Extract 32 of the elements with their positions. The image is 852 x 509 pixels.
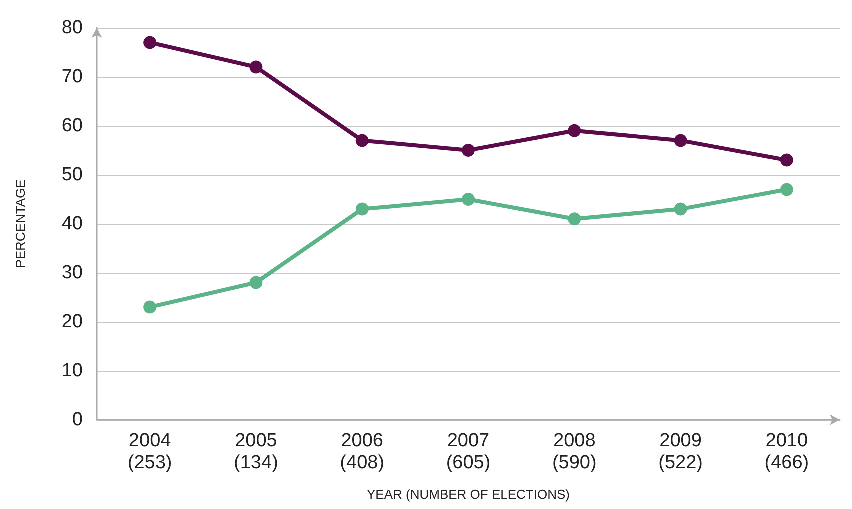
point <box>674 202 688 216</box>
y-axis-title: PERCENTAGE <box>13 179 28 268</box>
point <box>462 193 475 206</box>
x-tick-label: 2006 (408) <box>340 430 385 474</box>
y-tick-label: 70 <box>62 66 83 88</box>
x-tick-label: 2009 (522) <box>658 430 703 474</box>
x-tick-label: 2004 (253) <box>128 430 172 474</box>
y-tick-label: 0 <box>72 410 83 430</box>
point <box>462 144 475 157</box>
y-tick-label: 60 <box>62 116 83 136</box>
point <box>356 134 369 148</box>
y-tick-label: 80 <box>62 18 83 38</box>
point <box>568 124 582 138</box>
point <box>780 183 794 196</box>
y-tick-label: 30 <box>62 262 83 284</box>
x-tick-label: 2007 (605) <box>446 430 491 474</box>
y-tick-label: 50 <box>62 164 83 186</box>
point <box>144 36 157 50</box>
x-tick-label: 2005 (134) <box>234 430 278 474</box>
x-tick-label: 2010 (466) <box>764 430 810 474</box>
point <box>780 154 794 167</box>
y-tick-label: 20 <box>62 312 83 332</box>
y-tick-label: 10 <box>62 360 83 382</box>
point <box>250 60 263 74</box>
point <box>674 134 688 148</box>
point <box>356 202 369 216</box>
x-tick-label: 2008 (590) <box>552 430 597 474</box>
point <box>568 212 582 226</box>
y-tick-label: 40 <box>62 214 83 234</box>
point <box>144 300 157 314</box>
x-axis-title: YEAR (NUMBER OF ELECTIONS) <box>367 487 570 502</box>
point <box>250 276 263 290</box>
